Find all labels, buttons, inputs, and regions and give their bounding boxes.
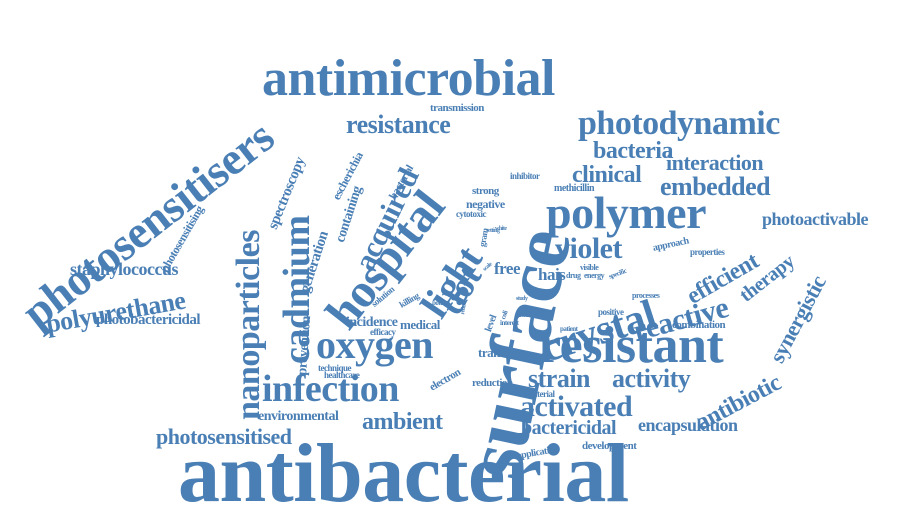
word-strong: strong xyxy=(472,185,499,197)
word-positive: positive xyxy=(598,307,624,317)
word-specific: specific xyxy=(607,266,628,281)
word-potent: potent xyxy=(432,299,449,307)
word-efficacy: efficacy xyxy=(370,327,396,337)
word-healthcare: healthcare xyxy=(324,370,360,380)
word-embedded: embedded xyxy=(660,172,771,201)
word-study: study xyxy=(516,296,528,302)
word-bactericidal: bactericidal xyxy=(521,417,617,439)
word-inhibitor: inhibitor xyxy=(510,171,540,181)
word-setting: setting xyxy=(486,228,500,234)
word-material: material xyxy=(526,389,555,399)
word-negative: negative xyxy=(466,197,505,211)
word-oxygen: oxygen xyxy=(316,322,434,367)
word-photodynamic: photodynamic xyxy=(578,105,780,142)
word-environmental: environmental xyxy=(258,409,339,424)
word-bacteria: bacteria xyxy=(593,138,673,164)
word-resistant: resistant xyxy=(538,317,724,374)
word-free: free xyxy=(494,259,521,278)
word-activity: activity xyxy=(612,364,691,393)
word-photosensitised: photosensitised xyxy=(156,424,292,449)
word-development: development xyxy=(582,440,637,452)
word-interaction: interaction xyxy=(666,150,764,175)
word-interest: interest xyxy=(500,319,519,327)
word-transmission: transmission xyxy=(430,102,484,114)
word-strain: strain xyxy=(528,364,591,393)
word-patient: patient xyxy=(560,325,578,333)
word-activated: activated xyxy=(520,390,633,423)
word-photoactivable: photoactivable xyxy=(762,209,869,229)
word-prevention: prevention xyxy=(295,315,315,376)
word-incidence: incidence xyxy=(346,315,398,330)
word-nanoparticles: nanoparticles xyxy=(230,230,267,420)
word-properties: properties xyxy=(690,247,725,257)
word-visible: visible xyxy=(580,263,599,272)
word-antimicrobial: antimicrobial xyxy=(262,50,555,107)
word-reduction: reduction xyxy=(472,377,513,389)
word-electron: electron xyxy=(427,366,463,394)
word-energy: energy xyxy=(584,271,605,280)
word-approach: approach xyxy=(651,235,690,254)
word-technique: technique xyxy=(318,363,352,373)
word-hais: hais xyxy=(538,265,566,284)
word-combination: combination xyxy=(672,319,726,331)
word-infection: infection xyxy=(262,368,399,410)
word-methicillin: methicillin xyxy=(554,183,595,194)
word-ambient: ambient xyxy=(362,409,443,435)
word-cytotoxic: cytotoxic xyxy=(456,209,486,219)
word-polymer: polymer xyxy=(546,187,707,238)
word-synergistic: synergistic xyxy=(764,271,831,367)
word-transfer: transfer xyxy=(478,345,519,360)
word-medical: medical xyxy=(400,317,440,332)
word-resistance: resistance xyxy=(346,110,451,139)
word-processes: processes xyxy=(632,291,660,300)
word-killing: killing xyxy=(397,290,421,310)
word-violet: violet xyxy=(555,232,622,265)
word-grade: grade xyxy=(536,291,551,299)
word-staphylococcus: staphylococcus xyxy=(70,259,179,279)
word-antibacterial: antibacterial xyxy=(178,427,629,517)
word-photobactericidal: photobactericidal xyxy=(96,312,201,328)
word-thesis: thesis xyxy=(518,311,532,319)
word-white: white xyxy=(495,226,507,232)
word-drug: drug xyxy=(566,271,581,280)
word-encapsulation: encapsulation xyxy=(638,415,738,435)
word-clinical: clinical xyxy=(572,162,642,188)
